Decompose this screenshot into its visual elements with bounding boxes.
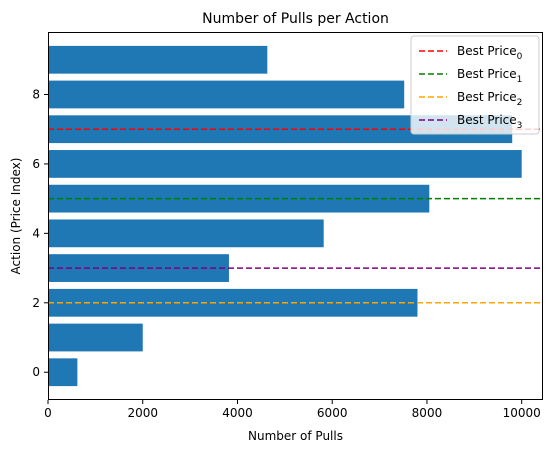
legend-label-subscript: 1 bbox=[517, 75, 523, 85]
plot-frame bbox=[48, 32, 543, 400]
legend-label-text: Best Price bbox=[457, 90, 517, 104]
y-tick-label: 4 bbox=[32, 226, 40, 240]
bar-action-1 bbox=[48, 323, 143, 352]
legend-label: Best Price2 bbox=[457, 90, 522, 108]
x-axis-title: Number of Pulls bbox=[248, 429, 343, 443]
x-tick-label: 0 bbox=[44, 406, 52, 420]
bar-action-4 bbox=[48, 219, 324, 248]
bar-action-6 bbox=[48, 150, 522, 178]
legend-label: Best Price3 bbox=[457, 113, 522, 131]
y-tick-label: 8 bbox=[32, 87, 40, 101]
reference-lines-group bbox=[48, 128, 543, 304]
y-tick-label: 6 bbox=[32, 157, 40, 171]
legend-label-text: Best Price bbox=[457, 44, 517, 58]
bar-action-9 bbox=[48, 45, 268, 74]
legend-label-subscript: 2 bbox=[517, 98, 523, 108]
x-tick-label: 8000 bbox=[412, 406, 443, 420]
legend-label: Best Price1 bbox=[457, 67, 522, 85]
x-tick-label: 2000 bbox=[127, 406, 158, 420]
x-tick-label: 6000 bbox=[317, 406, 348, 420]
legend-label-subscript: 0 bbox=[517, 52, 523, 62]
legend-label-text: Best Price bbox=[457, 67, 517, 81]
y-tick-label: 2 bbox=[32, 296, 40, 310]
y-axis-ticks: 0 2 4 6 8 bbox=[32, 87, 48, 379]
legend-label: Best Price0 bbox=[457, 44, 523, 62]
x-tick-label: 10000 bbox=[503, 406, 541, 420]
legend-label-subscript: 3 bbox=[517, 121, 523, 131]
bar-action-0 bbox=[48, 358, 78, 387]
x-tick-label: 4000 bbox=[222, 406, 253, 420]
chart-title: Number of Pulls per Action bbox=[202, 11, 389, 27]
legend-box bbox=[410, 35, 540, 135]
y-axis-title: Action (Price Index) bbox=[9, 158, 23, 275]
bar-action-8 bbox=[48, 80, 405, 109]
x-axis-ticks: 0 2000 4000 6000 8000 10000 bbox=[44, 400, 541, 420]
y-tick-label: 0 bbox=[32, 365, 40, 379]
legend-label-text: Best Price bbox=[457, 113, 517, 127]
